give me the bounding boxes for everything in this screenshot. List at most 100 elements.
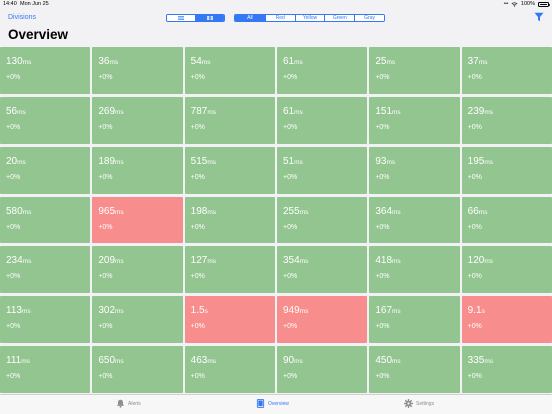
list-view-segment[interactable] bbox=[167, 15, 196, 21]
tab-bar: Alerts Overview Settings bbox=[0, 394, 552, 414]
metric-value: 120ms bbox=[468, 255, 493, 266]
metric-number: 450 bbox=[375, 355, 393, 367]
metric-unit: ms bbox=[115, 108, 124, 116]
metric-value: 195ms bbox=[468, 156, 493, 167]
metric-unit: ms bbox=[392, 208, 401, 216]
metric-tile[interactable]: 113ms +0% bbox=[0, 296, 91, 344]
metric-unit: ms bbox=[115, 308, 124, 316]
metric-unit: ms bbox=[17, 158, 26, 166]
metric-value: 450ms bbox=[375, 355, 400, 366]
metric-delta: +0% bbox=[283, 373, 298, 381]
metric-tile[interactable]: 418ms +0% bbox=[369, 246, 460, 294]
status-time: 14:40 bbox=[3, 1, 17, 7]
metric-tile[interactable]: 167ms +0% bbox=[369, 296, 460, 344]
tab-overview-label: Overview bbox=[268, 400, 289, 407]
gear-icon bbox=[404, 399, 413, 408]
metric-tile[interactable]: 25ms +0% bbox=[369, 47, 460, 94]
metric-number: 302 bbox=[98, 305, 116, 317]
metric-tile[interactable]: 269ms +0% bbox=[92, 96, 183, 144]
metric-delta: +0% bbox=[190, 74, 205, 81]
metric-tile[interactable]: 239ms +0% bbox=[461, 96, 552, 144]
metric-unit: ms bbox=[484, 108, 494, 116]
metric-number: 354 bbox=[283, 255, 300, 267]
metric-tile[interactable]: 66ms +0% bbox=[461, 196, 552, 244]
metric-number: 239 bbox=[467, 105, 485, 117]
metric-tile[interactable]: 580ms +0% bbox=[0, 196, 91, 244]
metric-unit: ms bbox=[299, 308, 309, 316]
metric-value: 650ms bbox=[98, 355, 123, 366]
metric-value: 418ms bbox=[375, 255, 400, 266]
metric-tile[interactable]: 20ms +0% bbox=[0, 146, 91, 194]
filter-yellow-segment[interactable]: Yellow bbox=[294, 15, 325, 21]
metric-delta: +0% bbox=[283, 223, 298, 231]
filter-red-segment[interactable]: Red bbox=[264, 15, 295, 21]
metric-tile[interactable]: 130ms +0% bbox=[0, 47, 91, 94]
metric-tile[interactable]: 234ms +0% bbox=[0, 246, 91, 294]
metric-tile[interactable]: 1.5s +0% bbox=[184, 296, 275, 344]
grid-view-segment[interactable] bbox=[195, 15, 224, 21]
metric-number: 650 bbox=[98, 355, 116, 367]
tablet-icon bbox=[256, 399, 265, 408]
metric-tile[interactable]: 209ms +0% bbox=[92, 246, 183, 294]
metric-tile[interactable]: 198ms +0% bbox=[184, 196, 275, 244]
metric-delta: +0% bbox=[6, 173, 21, 181]
tab-settings[interactable]: Settings bbox=[404, 399, 434, 408]
metric-unit: ms bbox=[22, 258, 32, 266]
metric-tile[interactable]: 54ms +0% bbox=[184, 47, 275, 94]
metric-tile[interactable]: 195ms +0% bbox=[461, 146, 552, 194]
metric-tile[interactable]: 93ms +0% bbox=[369, 146, 460, 194]
metric-unit: ms bbox=[17, 108, 26, 116]
metric-tile[interactable]: 302ms +0% bbox=[92, 296, 183, 344]
filter-funnel-icon[interactable] bbox=[534, 12, 544, 22]
metric-tile[interactable]: 354ms +0% bbox=[277, 246, 368, 294]
signal-dots-icon: ••• bbox=[503, 1, 509, 7]
filter-gray-segment[interactable]: Gray bbox=[354, 15, 384, 21]
metric-value: 111ms bbox=[6, 355, 30, 366]
metric-value: 965ms bbox=[98, 206, 123, 217]
metric-tile[interactable]: 335ms +0% bbox=[461, 346, 552, 393]
tab-overview[interactable]: Overview bbox=[256, 399, 289, 408]
metric-value: 787ms bbox=[191, 106, 216, 117]
metric-tile[interactable]: 450ms +0% bbox=[369, 346, 460, 393]
metric-number: 234 bbox=[6, 255, 23, 267]
back-divisions-link[interactable]: Divisions bbox=[8, 14, 37, 21]
metric-tile[interactable]: 120ms +0% bbox=[461, 246, 552, 294]
metric-tile[interactable]: 965ms +0% bbox=[92, 196, 183, 244]
metric-tile[interactable]: 151ms +0% bbox=[369, 96, 460, 144]
metric-tile[interactable]: 61ms +0% bbox=[277, 96, 368, 144]
metric-tile[interactable]: 111ms +0% bbox=[0, 346, 91, 393]
metric-tile[interactable]: 127ms +0% bbox=[184, 246, 275, 294]
metric-tile[interactable]: 37ms +0% bbox=[461, 47, 552, 94]
metric-value: 269ms bbox=[98, 106, 123, 117]
metric-tile[interactable]: 949ms +0% bbox=[277, 296, 368, 344]
metric-value: 36ms bbox=[98, 56, 118, 67]
metric-tile[interactable]: 463ms +0% bbox=[184, 346, 275, 393]
metric-tile[interactable]: 189ms +0% bbox=[92, 146, 183, 194]
metric-delta: +0% bbox=[6, 323, 21, 331]
metric-number: 93 bbox=[375, 155, 387, 167]
metric-value: 51ms bbox=[283, 156, 303, 167]
metric-tile[interactable]: 51ms +0% bbox=[277, 146, 368, 194]
metric-value: 463ms bbox=[191, 355, 216, 366]
filter-green-segment[interactable]: Green bbox=[324, 15, 355, 21]
metric-unit: s bbox=[481, 308, 485, 316]
metric-tile[interactable]: 515ms +0% bbox=[184, 146, 275, 194]
metric-number: 113 bbox=[6, 305, 22, 317]
battery-percent: 100% bbox=[520, 1, 535, 7]
metric-tile[interactable]: 90ms +0% bbox=[277, 346, 368, 393]
metric-value: 580ms bbox=[6, 206, 31, 217]
metric-tile[interactable]: 650ms +0% bbox=[92, 346, 183, 393]
metric-value: 66ms bbox=[468, 206, 488, 217]
metric-tile[interactable]: 255ms +0% bbox=[277, 196, 368, 244]
metric-tile[interactable]: 36ms +0% bbox=[92, 47, 183, 94]
metric-tile[interactable]: 56ms +0% bbox=[0, 96, 91, 144]
metric-delta: +0% bbox=[283, 323, 298, 331]
metric-tile[interactable]: 787ms +0% bbox=[184, 96, 275, 144]
metric-unit: ms bbox=[21, 308, 31, 316]
metric-tile[interactable]: 9.1s +0% bbox=[461, 296, 552, 344]
metric-number: 151 bbox=[375, 105, 393, 117]
tab-alerts[interactable]: Alerts bbox=[116, 399, 141, 408]
metric-tile[interactable]: 364ms +0% bbox=[369, 196, 460, 244]
filter-all-segment[interactable]: All bbox=[235, 15, 265, 21]
metric-tile[interactable]: 61ms +0% bbox=[277, 47, 368, 94]
